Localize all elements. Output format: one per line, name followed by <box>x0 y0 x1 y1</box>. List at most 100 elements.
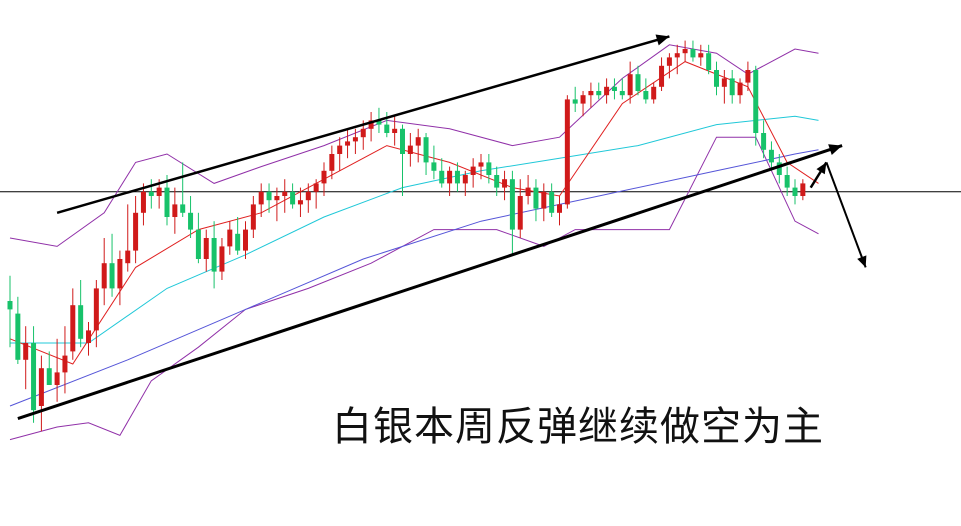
candle-body <box>117 259 123 289</box>
candle-body <box>619 91 625 96</box>
candle-body <box>611 86 617 91</box>
candle-body <box>666 57 672 66</box>
candle-body <box>588 91 594 96</box>
moving-average-long <box>9 149 819 407</box>
candle-body <box>62 355 68 373</box>
candle-body <box>360 128 366 138</box>
candle-body <box>627 74 633 96</box>
candle-body <box>494 175 500 188</box>
candle-body <box>133 212 139 251</box>
candle-body <box>447 170 453 184</box>
candle-body <box>533 187 539 209</box>
candles-group <box>7 40 806 432</box>
lower-channel-trendline <box>17 144 843 421</box>
candle-body <box>768 149 774 163</box>
candle-body <box>604 86 610 96</box>
candle-body <box>549 191 555 213</box>
candle-body <box>596 91 602 96</box>
candle-body <box>541 191 547 209</box>
candle-body <box>297 200 303 205</box>
candle-body <box>392 128 398 133</box>
candle-body <box>290 191 296 205</box>
candle-body <box>384 124 390 133</box>
candle-body <box>431 162 437 171</box>
candle-body <box>415 137 421 146</box>
candle-body <box>195 229 201 259</box>
candle-body <box>172 204 178 217</box>
candle-body <box>557 204 562 213</box>
upper-trendline-arrowhead <box>655 34 670 46</box>
candle-body <box>54 372 60 385</box>
candle-body <box>109 263 115 289</box>
candle-body <box>258 191 264 205</box>
candle-body <box>352 137 358 142</box>
candle-body <box>243 229 248 251</box>
candle-body <box>78 305 84 339</box>
candle-body <box>368 120 374 129</box>
candle-body <box>651 86 657 100</box>
candle-body <box>86 330 91 343</box>
candle-body <box>706 53 712 70</box>
decline-projection-arrow <box>825 162 867 268</box>
candle-body <box>525 187 531 196</box>
candle-body <box>23 343 29 360</box>
candle-body <box>219 246 225 272</box>
candle-body <box>635 74 641 91</box>
candle-body <box>643 91 649 100</box>
candle-body <box>164 187 170 217</box>
candle-body <box>313 183 319 192</box>
candle-body <box>470 166 476 175</box>
candle-body <box>140 191 146 213</box>
candle-body <box>690 49 696 58</box>
candle-body <box>180 204 186 213</box>
candle-body <box>235 233 241 251</box>
candle-body <box>407 145 413 154</box>
decline-arrowhead <box>857 255 867 268</box>
candle-body <box>784 175 790 188</box>
candle-body <box>38 368 44 406</box>
candle-body <box>698 53 704 58</box>
candle-body <box>714 70 719 87</box>
candle-body <box>337 145 343 154</box>
candle-body <box>509 179 515 230</box>
rebound-arrowhead <box>816 162 827 175</box>
candle-body <box>282 191 288 196</box>
candle-body <box>125 250 131 264</box>
candle-body <box>462 175 468 184</box>
candle-body <box>721 78 727 87</box>
candle-body <box>227 229 233 247</box>
moving-average-short <box>9 61 819 365</box>
candle-body <box>329 154 335 171</box>
candle-body <box>792 187 798 196</box>
candle-body <box>659 65 665 87</box>
candle-body <box>15 313 21 360</box>
candle-body <box>454 170 460 184</box>
candle-body <box>761 133 767 150</box>
candle-body <box>93 288 99 331</box>
candle-body <box>321 170 327 184</box>
candle-body <box>674 53 680 58</box>
candle-body <box>753 70 759 133</box>
candle-body <box>776 162 782 175</box>
lower-trendline-arrowhead <box>828 144 843 156</box>
bollinger-lower-band <box>9 136 819 441</box>
candle-body <box>737 82 743 96</box>
candle-body <box>70 305 76 352</box>
candle-body <box>31 343 37 411</box>
candle-body <box>148 191 154 196</box>
candle-body <box>564 99 570 205</box>
candle-body <box>400 128 405 154</box>
candle-body <box>156 187 162 196</box>
candle-body <box>745 70 751 83</box>
candle-body <box>250 204 256 230</box>
candle-body <box>46 368 52 385</box>
candle-body <box>101 263 107 289</box>
candle-body <box>729 78 735 96</box>
candle-body <box>7 301 13 310</box>
candle-body <box>572 99 578 104</box>
chart-caption: 白银本周反弹继续做空为主 <box>332 404 824 450</box>
candle-body <box>800 183 806 196</box>
candle-body <box>439 170 445 184</box>
candle-body <box>274 196 280 201</box>
